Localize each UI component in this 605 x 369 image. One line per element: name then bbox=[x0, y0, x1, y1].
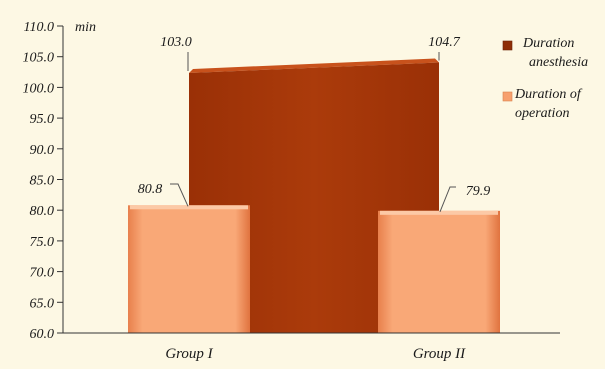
operation-leader-line bbox=[170, 183, 189, 207]
y-tick-label: 100.0 bbox=[23, 81, 55, 96]
y-tick-label: 105.0 bbox=[23, 51, 55, 66]
operation-bar-group bbox=[378, 210, 500, 333]
legend-label: Duration of bbox=[514, 87, 583, 102]
operation-bar-bevel bbox=[380, 210, 498, 215]
data-labels: 103.0 104.7 80.8 79.9 bbox=[138, 35, 491, 213]
legend-label: Duration bbox=[522, 36, 574, 51]
legend: Duration anesthesia Duration of operation bbox=[502, 36, 588, 121]
anesthesia-area-bevel bbox=[189, 58, 439, 73]
y-tick-label: 70.0 bbox=[30, 266, 55, 281]
y-tick-label: 60.0 bbox=[30, 327, 55, 342]
operation-leader-line bbox=[439, 186, 456, 213]
x-axis: Group I Group II bbox=[63, 332, 560, 362]
operation-data-label: 79.9 bbox=[466, 184, 491, 199]
operation-bar-series bbox=[128, 205, 500, 333]
legend-item: Duration of operation bbox=[502, 87, 583, 121]
x-category-label: Group I bbox=[165, 346, 213, 362]
y-tick-label: 110.0 bbox=[24, 20, 54, 35]
operation-bar bbox=[128, 205, 250, 333]
legend-swatch bbox=[502, 91, 513, 102]
anesthesia-area bbox=[189, 62, 439, 334]
y-tick-label: 80.0 bbox=[30, 204, 55, 219]
x-category-label: Group II bbox=[413, 346, 466, 362]
operation-bar-bevel bbox=[130, 205, 248, 210]
operation-bar-group bbox=[128, 205, 250, 333]
legend-item: Duration anesthesia bbox=[502, 36, 588, 70]
y-tick-label: 65.0 bbox=[30, 296, 55, 311]
y-tick-label: 85.0 bbox=[30, 174, 55, 189]
operation-bar bbox=[378, 210, 500, 333]
anesthesia-data-label: 104.7 bbox=[428, 35, 461, 50]
y-tick-label: 95.0 bbox=[30, 112, 55, 127]
y-tick-label: 90.0 bbox=[30, 143, 55, 158]
y-unit-label: min bbox=[75, 20, 96, 35]
legend-label: anesthesia bbox=[529, 55, 588, 70]
legend-label: operation bbox=[515, 106, 569, 121]
anesthesia-area-series bbox=[189, 58, 439, 334]
legend-swatch bbox=[502, 40, 513, 51]
y-tick-label: 75.0 bbox=[30, 235, 55, 250]
y-axis: 60.0 65.0 70.0 75.0 80.0 85.0 90.0 95.0 100.0 105… bbox=[23, 20, 64, 342]
anesthesia-data-label: 103.0 bbox=[160, 35, 192, 50]
operation-data-label: 80.8 bbox=[138, 182, 163, 197]
